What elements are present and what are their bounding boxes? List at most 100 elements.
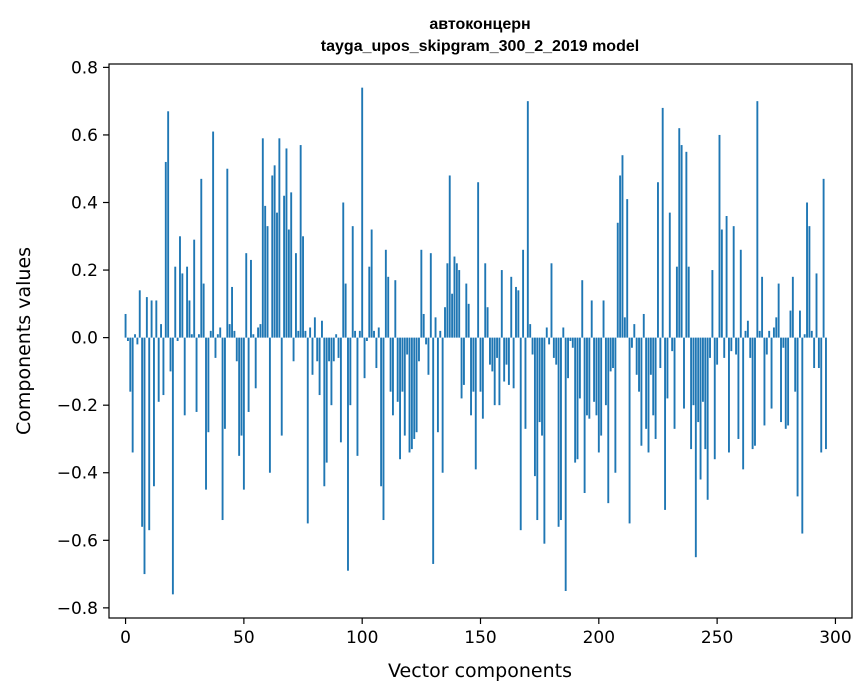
bar xyxy=(261,138,264,338)
bar xyxy=(394,280,397,338)
bar xyxy=(701,337,704,402)
bar xyxy=(370,229,373,338)
bar xyxy=(557,337,560,527)
bar xyxy=(803,334,806,338)
bar xyxy=(770,337,773,409)
bar xyxy=(205,337,207,490)
bar xyxy=(685,151,688,338)
bar xyxy=(531,337,534,355)
bar xyxy=(247,337,250,412)
bar xyxy=(190,334,193,338)
bar xyxy=(737,337,740,439)
bar xyxy=(720,229,723,338)
bar xyxy=(328,337,330,362)
bar xyxy=(396,337,399,402)
bar xyxy=(775,317,778,338)
bar xyxy=(212,131,215,338)
bar xyxy=(784,337,787,429)
bar xyxy=(799,310,801,338)
bar xyxy=(675,266,678,338)
bar xyxy=(628,337,631,524)
bar xyxy=(758,330,761,338)
bar xyxy=(446,263,449,338)
bar xyxy=(621,155,624,338)
bar xyxy=(148,337,151,531)
bar xyxy=(145,297,148,338)
bar xyxy=(214,337,217,358)
bar xyxy=(550,263,553,338)
bar xyxy=(278,138,281,338)
bar xyxy=(160,324,162,338)
bar xyxy=(406,337,409,355)
bar xyxy=(564,337,567,591)
bar xyxy=(510,276,513,338)
bar xyxy=(375,337,378,369)
bar xyxy=(713,337,716,460)
bar xyxy=(311,337,314,375)
bar xyxy=(680,145,683,338)
bar xyxy=(153,337,155,487)
bar xyxy=(602,300,605,338)
bar xyxy=(725,216,728,338)
bar xyxy=(498,337,501,406)
bar xyxy=(462,337,465,385)
bar xyxy=(429,253,432,338)
bar xyxy=(751,337,754,450)
bar xyxy=(761,276,764,338)
bar xyxy=(387,276,390,338)
bar xyxy=(439,330,442,338)
bar xyxy=(264,205,267,338)
bar xyxy=(238,337,241,456)
bar xyxy=(254,337,257,389)
bar xyxy=(273,165,276,338)
bar xyxy=(654,337,657,439)
bar xyxy=(481,337,484,419)
bar xyxy=(500,270,503,338)
x-tick-label: 0 xyxy=(120,628,131,648)
bar xyxy=(216,334,219,338)
bar xyxy=(373,330,375,338)
bar xyxy=(810,330,813,338)
bar xyxy=(489,337,491,365)
x-tick-label: 200 xyxy=(583,628,615,648)
bar xyxy=(280,337,283,436)
bar xyxy=(242,337,245,490)
bar xyxy=(294,253,297,338)
bar xyxy=(515,286,517,338)
bars-group xyxy=(124,87,827,595)
bar xyxy=(186,266,189,338)
bar xyxy=(470,337,472,416)
bar xyxy=(363,337,366,379)
bar xyxy=(593,337,596,402)
bar xyxy=(377,327,380,338)
bar xyxy=(356,337,359,456)
bar xyxy=(382,337,385,521)
bar xyxy=(354,330,357,338)
bar xyxy=(268,337,271,473)
bar xyxy=(484,263,487,338)
y-tick-label: −0.6 xyxy=(57,531,98,551)
bar xyxy=(335,334,338,338)
bar xyxy=(245,253,248,338)
bar xyxy=(221,337,224,521)
bar xyxy=(739,249,742,338)
bar xyxy=(299,145,302,338)
bar xyxy=(808,226,811,338)
bar xyxy=(342,202,345,338)
bar xyxy=(339,337,342,443)
bar xyxy=(226,168,229,338)
bar xyxy=(368,266,371,338)
bar xyxy=(304,330,307,338)
bar xyxy=(477,182,480,338)
bar xyxy=(143,337,146,575)
bar xyxy=(318,337,321,396)
bar xyxy=(384,249,387,338)
bar xyxy=(150,300,153,338)
bar xyxy=(332,337,335,362)
bar xyxy=(735,337,737,355)
bar xyxy=(321,320,323,338)
x-tick-label: 250 xyxy=(701,628,733,648)
bar xyxy=(635,337,638,375)
bar xyxy=(806,202,808,338)
